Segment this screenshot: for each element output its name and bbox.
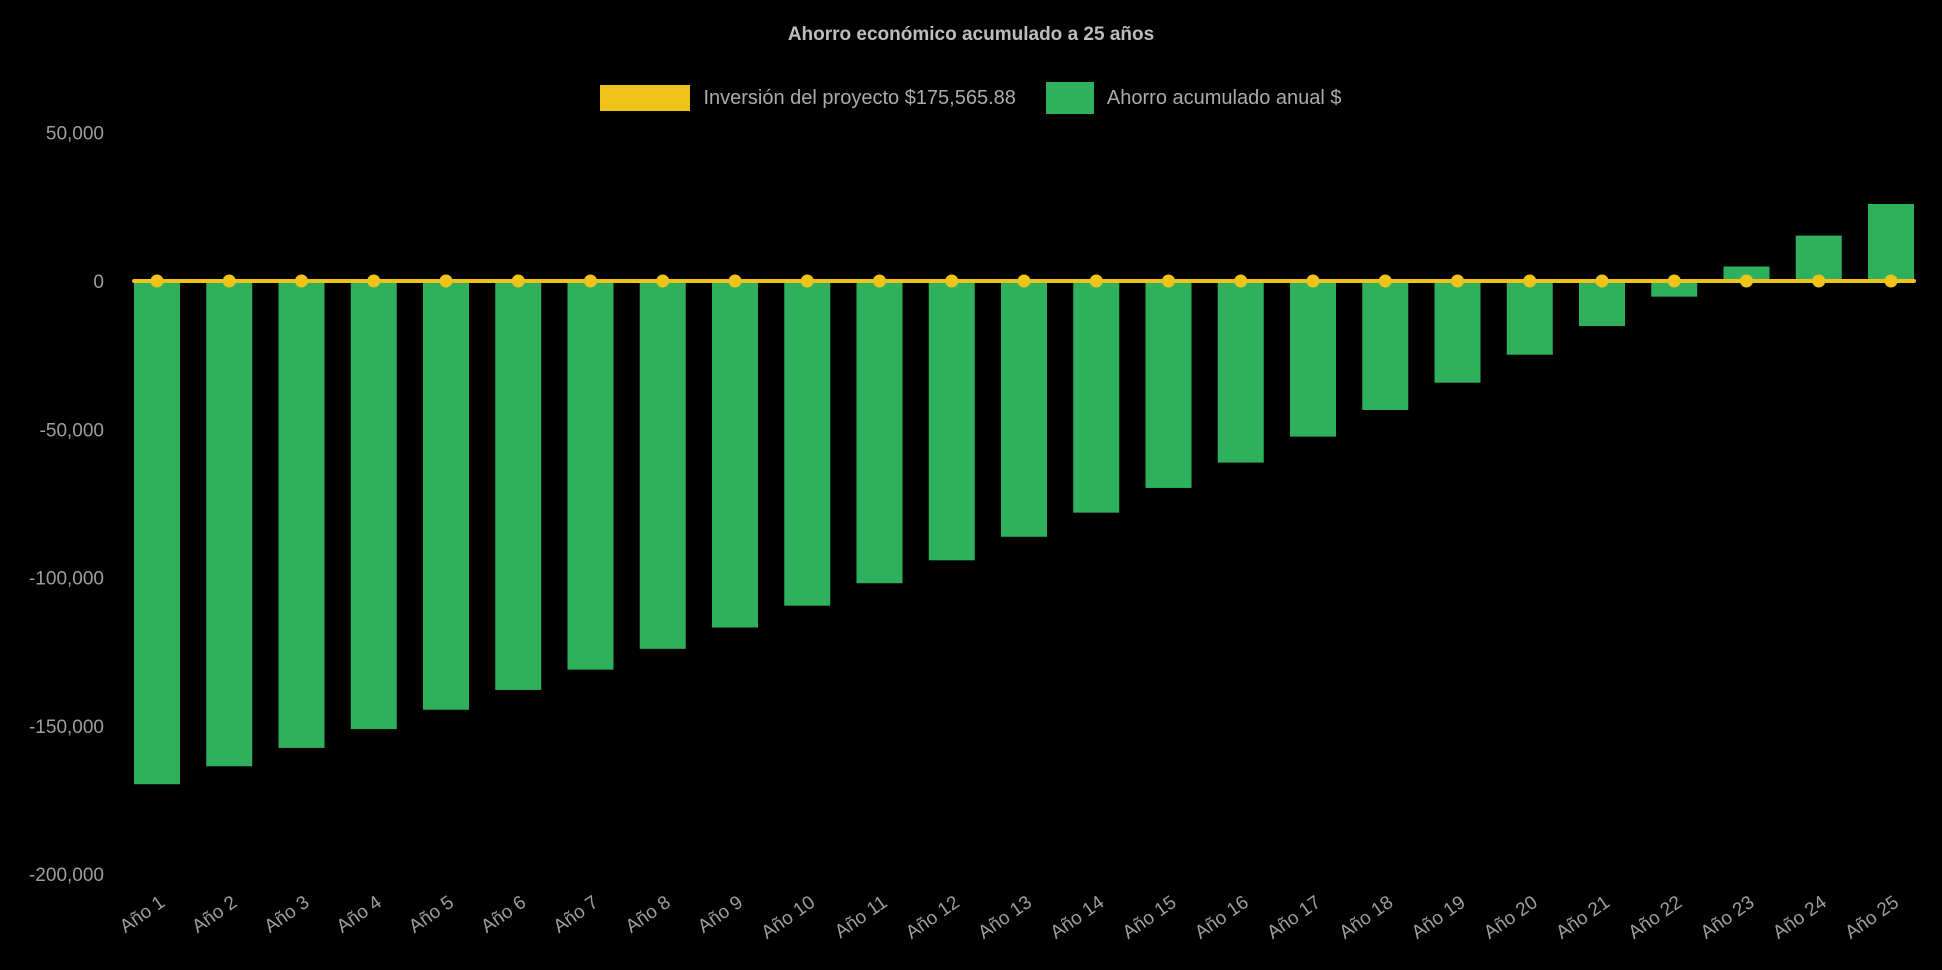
x-axis-label-year-7: Año 7 [550,892,603,938]
column-year-25[interactable] [1868,203,1914,281]
column-year-18[interactable] [1362,281,1409,410]
x-axis-label-year-19: Año 19 [1408,892,1469,944]
x-axis-label-year-10: Año 10 [758,892,819,944]
legend-label-investment: Inversión del proyecto $175,565.88 [703,86,1016,109]
line-point-year-19[interactable] [1451,274,1464,288]
x-axis-label-year-24: Año 24 [1769,892,1831,944]
line-point-year-11[interactable] [873,274,886,288]
column-year-6[interactable] [495,281,542,690]
x-axis-label-year-8: Año 8 [622,892,675,938]
line-point-year-22[interactable] [1667,274,1681,288]
y-axis-label: 0 [93,272,104,293]
line-point-year-3[interactable] [295,274,308,288]
x-axis-label-year-15: Año 15 [1119,892,1180,944]
x-axis-label-year-21: Año 21 [1552,892,1613,944]
y-axis-label: -150,000 [29,717,104,738]
line-point-year-18[interactable] [1378,274,1392,288]
y-axis-label: -200,000 [29,865,104,886]
x-axis-label-year-11: Año 11 [831,892,891,943]
line-point-year-15[interactable] [1162,274,1175,288]
column-year-9[interactable] [712,281,758,628]
column-year-1[interactable] [134,281,180,785]
x-axis-label-year-12: Año 12 [902,892,963,944]
column-year-21[interactable] [1579,281,1625,327]
line-point-year-24[interactable] [1812,274,1826,288]
column-year-3[interactable] [278,281,325,748]
x-axis-label-year-5: Año 5 [405,892,458,938]
x-axis-label-year-4: Año 4 [333,892,386,938]
column-year-20[interactable] [1506,281,1553,355]
x-axis-label-year-13: Año 13 [974,892,1035,944]
x-axis-label-year-20: Año 20 [1480,892,1541,944]
column-year-4[interactable] [350,281,397,730]
line-point-year-7[interactable] [584,274,597,288]
legend-item-savings[interactable]: Ahorro acumulado anual $ [1045,82,1342,114]
line-point-year-20[interactable] [1523,274,1537,288]
line-point-year-23[interactable] [1740,274,1753,288]
x-axis-label-year-9: Año 9 [694,892,747,938]
x-axis-label-year-25: Año 25 [1841,892,1902,944]
line-point-year-13[interactable] [1017,274,1031,288]
line-point-year-1[interactable] [150,274,164,288]
column-year-22[interactable] [1651,281,1698,297]
y-axis-label: -100,000 [29,569,104,590]
x-axis-label-year-22: Año 22 [1625,892,1686,944]
column-year-15[interactable] [1145,281,1192,488]
column-year-5[interactable] [423,281,469,710]
column-year-10[interactable] [784,281,831,606]
column-year-11[interactable] [856,281,903,584]
line-point-year-12[interactable] [945,274,959,288]
column-year-17[interactable] [1290,281,1336,437]
x-axis-label-year-14: Año 14 [1047,892,1109,944]
line-point-year-21[interactable] [1595,274,1609,288]
line-point-year-6[interactable] [511,274,525,288]
y-axis-label: -50,000 [40,420,104,441]
line-point-year-25[interactable] [1884,274,1898,288]
line-point-year-8[interactable] [656,274,670,288]
line-point-year-16[interactable] [1234,274,1248,288]
chart-title: Ahorro económico acumulado a 25 años [787,24,1155,45]
column-year-2[interactable] [206,281,253,767]
column-year-19[interactable] [1434,281,1481,383]
line-point-year-4[interactable] [367,274,381,288]
chart-legend: Inversión del proyecto $175,565.88 Ahorr… [0,82,1942,114]
legend-item-investment[interactable]: Inversión del proyecto $175,565.88 [600,85,1016,111]
x-axis-label-year-17: Año 17 [1263,892,1324,944]
line-point-year-14[interactable] [1089,274,1103,288]
column-year-7[interactable] [567,281,614,670]
legend-label-savings: Ahorro acumulado anual $ [1106,86,1342,109]
line-point-year-10[interactable] [800,274,814,288]
line-point-year-2[interactable] [222,274,236,288]
x-axis-label-year-3: Año 3 [261,892,314,938]
column-year-12[interactable] [928,281,975,561]
x-axis-label-year-18: Año 18 [1336,892,1397,944]
column-year-13[interactable] [1001,281,1047,537]
x-axis-label-year-2: Año 2 [188,892,241,938]
savings-column-swatch-icon [1045,82,1094,114]
column-year-8[interactable] [639,281,686,649]
line-point-year-9[interactable] [728,274,742,288]
column-year-14[interactable] [1073,281,1120,513]
x-axis-label-year-1: Año 1 [116,892,169,938]
y-axis-label: 50,000 [46,124,104,145]
line-point-year-5[interactable] [439,274,453,288]
line-point-year-17[interactable] [1306,274,1320,288]
column-year-24[interactable] [1795,235,1842,281]
column-year-16[interactable] [1217,281,1264,463]
x-axis-label-year-23: Año 23 [1697,892,1758,944]
column-year-23[interactable] [1723,266,1770,281]
x-axis-label-year-6: Año 6 [477,892,530,938]
x-axis-label-year-16: Año 16 [1191,892,1252,944]
investment-line-swatch-icon [600,85,691,111]
